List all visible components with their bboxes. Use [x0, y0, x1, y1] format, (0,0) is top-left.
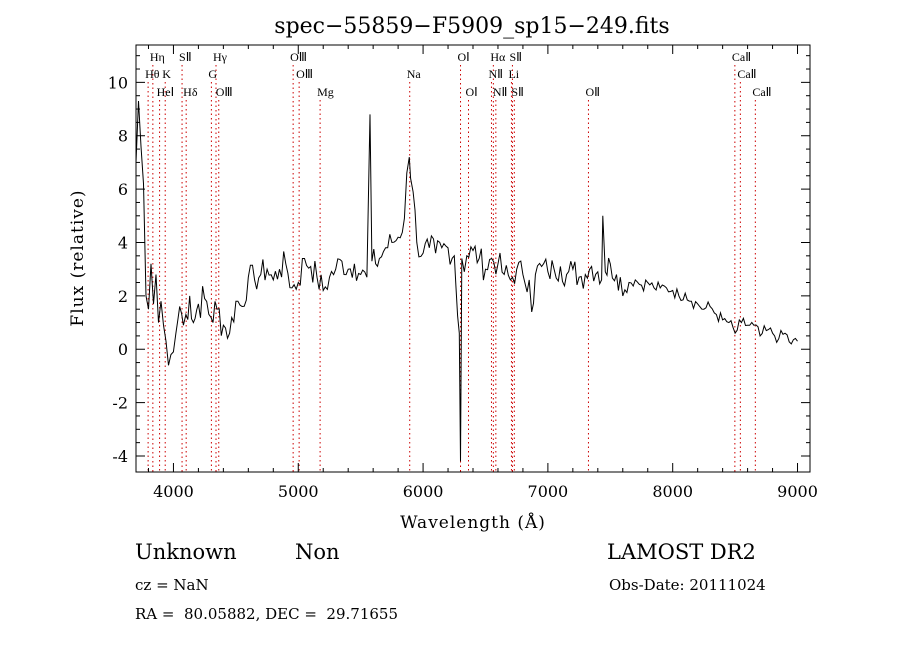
y-tick-label: 2: [118, 287, 128, 306]
x-tick-label: 8000: [652, 482, 693, 501]
class-label: Unknown: [135, 540, 237, 564]
spectral-line-label: SⅡ: [511, 85, 524, 99]
spectral-line-label: K: [162, 67, 171, 81]
spectral-line-label: Hγ: [213, 50, 228, 64]
spectral-line-label: SⅡ: [179, 50, 192, 64]
spectral-line-label: OⅢ: [290, 50, 307, 64]
spectral-line-label: Hθ: [145, 67, 160, 81]
spectral-line-label: OⅢ: [216, 85, 233, 99]
spectral-line-label: Hδ: [183, 85, 198, 99]
chart-title: spec−55859−F5909_sp15−249.fits: [274, 14, 669, 39]
spectral-line-label: SⅡ: [509, 50, 522, 64]
x-tick-label: 5000: [278, 482, 319, 501]
plot-frame: [135, 44, 811, 473]
spectral-line-label: CaⅡ: [737, 67, 756, 81]
spectral-line-label: CaⅡ: [732, 50, 751, 64]
y-tick-label: 8: [118, 127, 128, 146]
y-tick-label: -4: [112, 447, 128, 466]
y-tick-label: 6: [118, 180, 128, 199]
series-layer: [135, 100, 798, 462]
x-tick-label: 7000: [528, 482, 569, 501]
spectral-line-label: HeⅠ: [157, 85, 175, 99]
ra-dec-label: RA = 80.05882, DEC = 29.71655: [135, 605, 399, 623]
survey-label: LAMOST DR2: [607, 540, 756, 564]
y-axis-label: Flux (relative): [68, 189, 88, 326]
spectral-line-label: Na: [407, 67, 422, 81]
subclass-label: Non: [295, 540, 340, 564]
spectral-line-label: NⅡ: [493, 85, 508, 99]
x-tick-label: 4000: [153, 482, 194, 501]
obs-date-label: Obs-Date: 20111024: [609, 576, 766, 594]
spectral-line-label: Li: [508, 67, 519, 81]
spectral-line-label: G: [208, 67, 217, 81]
spectral-line-label: OⅡ: [585, 85, 600, 99]
spectrum-line: [135, 100, 798, 462]
spectral-line-label: OⅠ: [466, 85, 478, 99]
spectral-line-label: Mg: [317, 85, 334, 99]
spectral-line-label: CaⅡ: [752, 85, 771, 99]
y-tick-label: -2: [112, 394, 128, 413]
spectral-line-label: Hα: [490, 50, 506, 64]
spectral-line-label: OⅢ: [296, 67, 313, 81]
x-tick-label: 6000: [403, 482, 444, 501]
y-tick-label: 4: [118, 233, 128, 252]
spectral-line-label: NⅡ: [488, 67, 503, 81]
axis-ticks: 4000 5000 6000 7000 8000 9000 -4 -2 0 2 4 6 8 10: [108, 45, 818, 501]
cz-label: cz = NaN: [135, 576, 209, 594]
y-tick-label: 0: [118, 340, 128, 359]
spectral-line-label: Hη: [150, 50, 165, 64]
x-axis-label: Wavelength (Å): [400, 512, 546, 533]
y-tick-label: 10: [108, 73, 128, 92]
x-tick-label: 9000: [777, 482, 818, 501]
spectral-line-label: OⅠ: [458, 50, 470, 64]
